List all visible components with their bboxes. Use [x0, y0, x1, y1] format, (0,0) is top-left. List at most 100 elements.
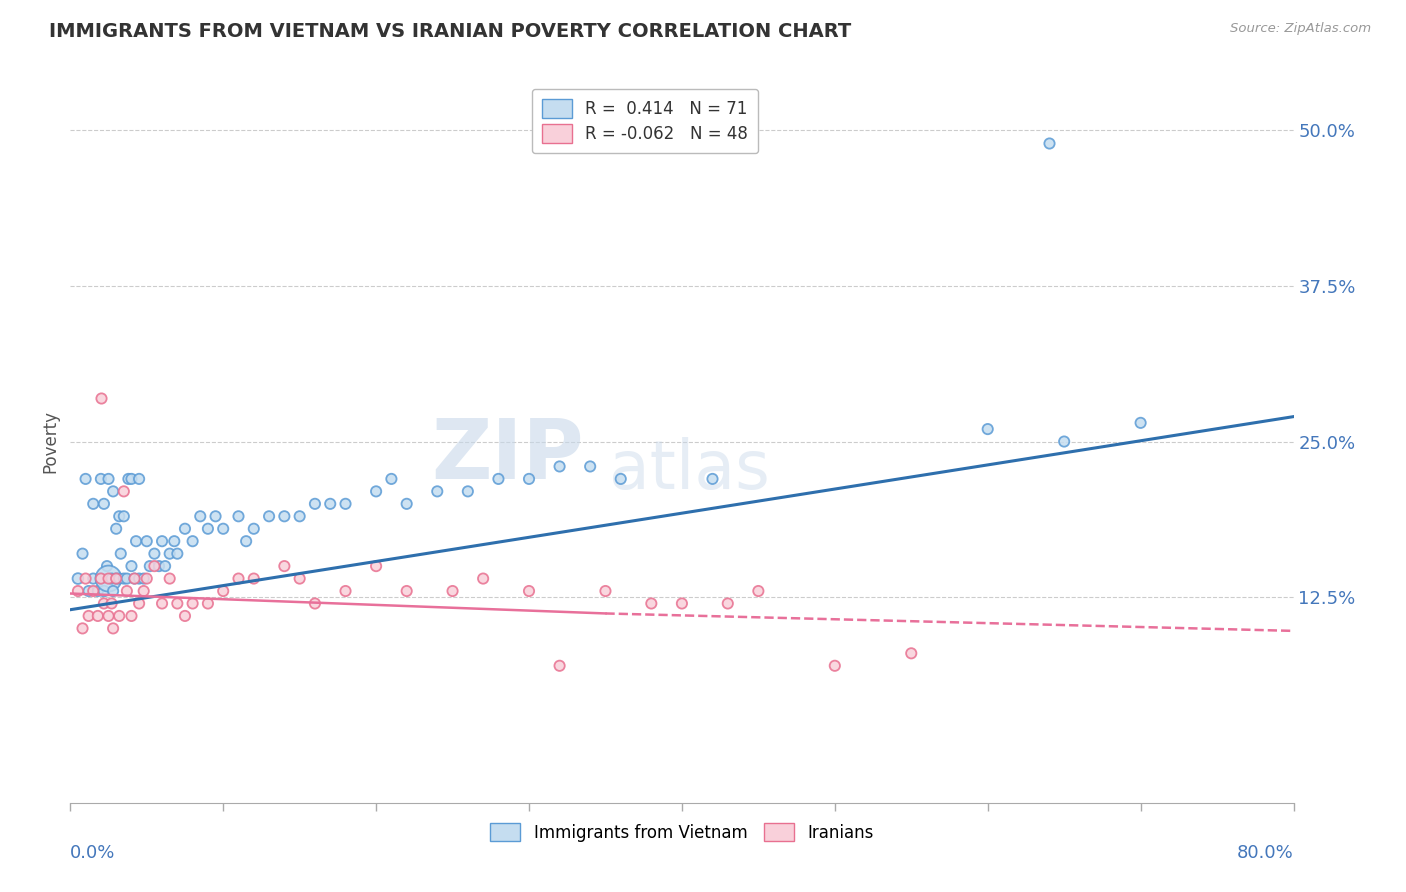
Text: ZIP: ZIP — [432, 416, 583, 497]
Point — [72, 621, 94, 635]
Point — [204, 509, 226, 524]
Point — [304, 497, 326, 511]
Point — [87, 584, 110, 599]
Point — [166, 547, 188, 561]
Point — [75, 472, 97, 486]
Point — [100, 572, 122, 586]
Point — [610, 472, 633, 486]
Point — [366, 484, 388, 499]
Point — [93, 597, 115, 611]
Point — [163, 534, 186, 549]
Point — [125, 534, 148, 549]
Point — [108, 609, 131, 624]
Point — [97, 572, 120, 586]
Point — [97, 572, 120, 586]
Point — [128, 572, 150, 586]
Point — [717, 597, 740, 611]
Point — [105, 572, 128, 586]
Point — [132, 572, 155, 586]
Point — [273, 559, 295, 574]
Point — [108, 509, 131, 524]
Point — [517, 472, 540, 486]
Point — [395, 497, 418, 511]
Point — [77, 584, 100, 599]
Text: Source: ZipAtlas.com: Source: ZipAtlas.com — [1230, 22, 1371, 36]
Y-axis label: Poverty: Poverty — [41, 410, 59, 473]
Point — [335, 584, 357, 599]
Point — [548, 459, 571, 474]
Point — [121, 559, 143, 574]
Point — [159, 572, 181, 586]
Point — [595, 584, 617, 599]
Text: 0.0%: 0.0% — [70, 845, 115, 863]
Point — [121, 472, 143, 486]
Point — [174, 609, 197, 624]
Point — [105, 522, 128, 536]
Point — [273, 509, 295, 524]
Point — [143, 559, 166, 574]
Point — [824, 658, 846, 673]
Point — [288, 572, 311, 586]
Point — [132, 584, 155, 599]
Point — [747, 584, 769, 599]
Point — [93, 584, 115, 599]
Point — [90, 391, 112, 405]
Point — [181, 597, 204, 611]
Point — [108, 572, 131, 586]
Text: 80.0%: 80.0% — [1237, 845, 1294, 863]
Point — [77, 609, 100, 624]
Point — [96, 559, 118, 574]
Point — [153, 559, 176, 574]
Point — [90, 572, 112, 586]
Point — [97, 472, 120, 486]
Point — [124, 572, 146, 586]
Point — [243, 522, 266, 536]
Point — [121, 609, 143, 624]
Point — [101, 621, 124, 635]
Point — [159, 547, 181, 561]
Point — [319, 497, 342, 511]
Point — [101, 484, 124, 499]
Point — [548, 658, 571, 673]
Point — [197, 522, 219, 536]
Point — [135, 572, 157, 586]
Point — [181, 534, 204, 549]
Point — [150, 534, 173, 549]
Point — [197, 597, 219, 611]
Point — [395, 584, 418, 599]
Point — [380, 472, 402, 486]
Point — [188, 509, 211, 524]
Point — [304, 597, 326, 611]
Point — [288, 509, 311, 524]
Point — [174, 522, 197, 536]
Point — [112, 484, 135, 499]
Point — [105, 572, 128, 586]
Point — [75, 572, 97, 586]
Point — [93, 497, 115, 511]
Point — [90, 472, 112, 486]
Point — [671, 597, 693, 611]
Point — [579, 459, 602, 474]
Point — [97, 609, 120, 624]
Point — [101, 584, 124, 599]
Point — [150, 597, 173, 611]
Point — [235, 534, 257, 549]
Point — [112, 572, 135, 586]
Point — [112, 509, 135, 524]
Point — [87, 609, 110, 624]
Point — [212, 584, 235, 599]
Point — [457, 484, 479, 499]
Point — [1129, 416, 1152, 430]
Point — [72, 547, 94, 561]
Point — [139, 559, 162, 574]
Point — [517, 584, 540, 599]
Point — [976, 422, 998, 436]
Point — [148, 559, 170, 574]
Point — [143, 547, 166, 561]
Point — [1053, 434, 1076, 449]
Point — [110, 547, 132, 561]
Point — [82, 584, 104, 599]
Point — [90, 572, 112, 586]
Point — [488, 472, 510, 486]
Point — [117, 472, 139, 486]
